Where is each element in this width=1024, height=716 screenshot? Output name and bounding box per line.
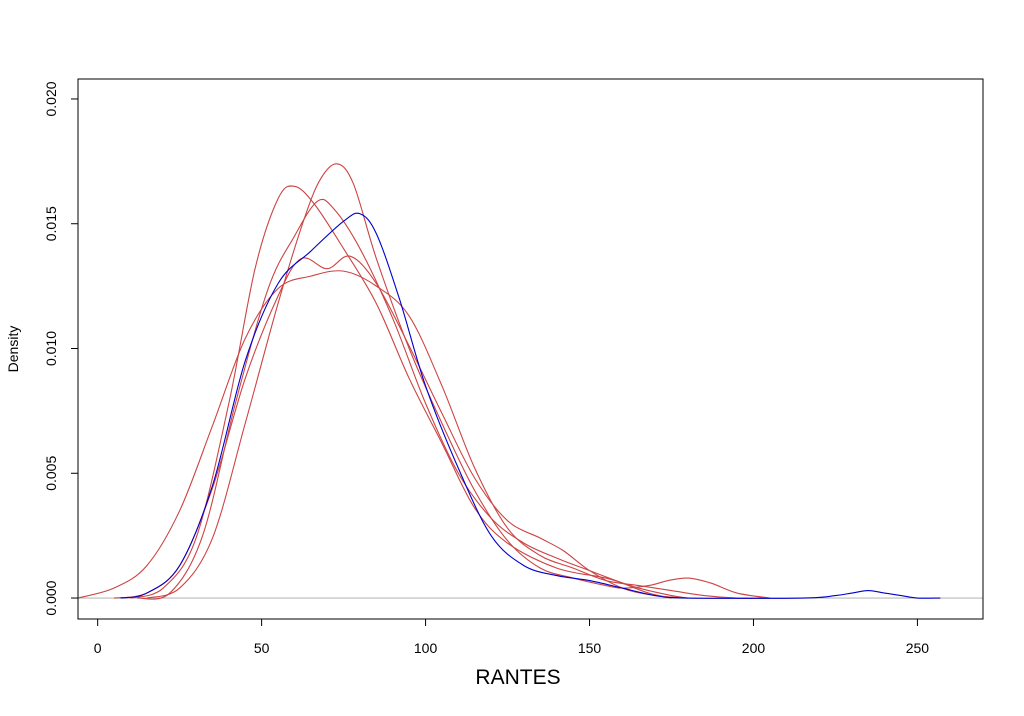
x-tick-label: 250 — [906, 640, 930, 656]
red-density-curve-1 — [77, 270, 770, 599]
x-tick-label: 0 — [94, 640, 102, 656]
x-tick-label: 50 — [254, 640, 270, 656]
y-tick-label: 0.000 — [43, 580, 59, 615]
plot-frame — [77, 78, 984, 620]
x-tick-label: 200 — [742, 640, 766, 656]
y-tick-label: 0.005 — [43, 456, 59, 491]
x-axis-title: RANTES — [475, 666, 560, 689]
y-tick-label: 0.010 — [43, 331, 59, 366]
red-density-curve-4 — [146, 163, 770, 599]
y-tick-label: 0.015 — [43, 206, 59, 241]
y-axis-title: Density — [5, 326, 21, 373]
density-curves — [77, 163, 983, 600]
x-tick-label: 100 — [414, 640, 438, 656]
y-tick-label: 0.020 — [43, 81, 59, 116]
blue-density-curve — [120, 212, 941, 599]
x-tick-label: 150 — [578, 640, 602, 656]
red-density-curve-3 — [136, 198, 672, 600]
red-density-curve-5 — [113, 255, 688, 599]
